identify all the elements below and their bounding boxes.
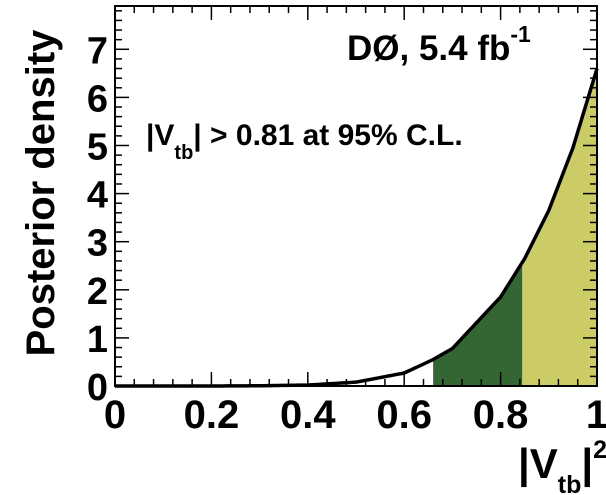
y-tick-label: 1 — [87, 319, 108, 361]
y-tick-label: 5 — [87, 126, 108, 168]
y-axis-label: Posterior density — [19, 29, 63, 357]
annotation-prefix: |V — [146, 119, 174, 152]
y-tick-label: 0 — [87, 367, 108, 409]
x-tick-label: 0 — [104, 393, 126, 437]
y-tick-label: 6 — [87, 78, 108, 120]
x-tick-label: 0.2 — [184, 393, 240, 437]
credible-band-2 — [522, 68, 597, 386]
y-tick-label: 3 — [87, 223, 108, 265]
y-tick-label: 2 — [87, 271, 108, 313]
experiment-label: DØ, 5.4 fb-1 — [347, 21, 531, 68]
x-axis-label-prefix: |V — [518, 440, 558, 488]
experiment-label-superscript: -1 — [510, 21, 531, 47]
x-tick-label: 1 — [586, 393, 606, 437]
x-tick-label: 0.6 — [376, 393, 432, 437]
annotation-suffix: | > 0.81 at 95% C.L. — [193, 119, 462, 152]
annotation-subscript: tb — [174, 142, 193, 164]
x-tick-label: 0.8 — [473, 393, 529, 437]
confidence-annotation: |Vtb| > 0.81 at 95% C.L. — [146, 119, 463, 164]
x-axis-label: |Vtb|2 — [518, 436, 606, 495]
credible-band-1 — [433, 262, 523, 386]
y-tick-label: 7 — [87, 30, 108, 72]
x-axis-label-suffix: | — [581, 440, 593, 488]
plot-frame — [114, 5, 598, 387]
axis-tick-labels: 0 0.2 0.4 0.6 0.8 1 0 1 2 3 4 5 6 7 — [87, 30, 606, 437]
x-axis-label-subscript: tb — [558, 471, 582, 495]
y-tick-label: 4 — [87, 175, 108, 217]
axis-ticks — [114, 6, 598, 387]
experiment-label-text: DØ, 5.4 fb — [347, 29, 510, 68]
x-axis-label-superscript: 2 — [593, 436, 606, 464]
x-tick-label: 0.4 — [280, 393, 336, 437]
credible-interval-bands — [433, 68, 597, 386]
